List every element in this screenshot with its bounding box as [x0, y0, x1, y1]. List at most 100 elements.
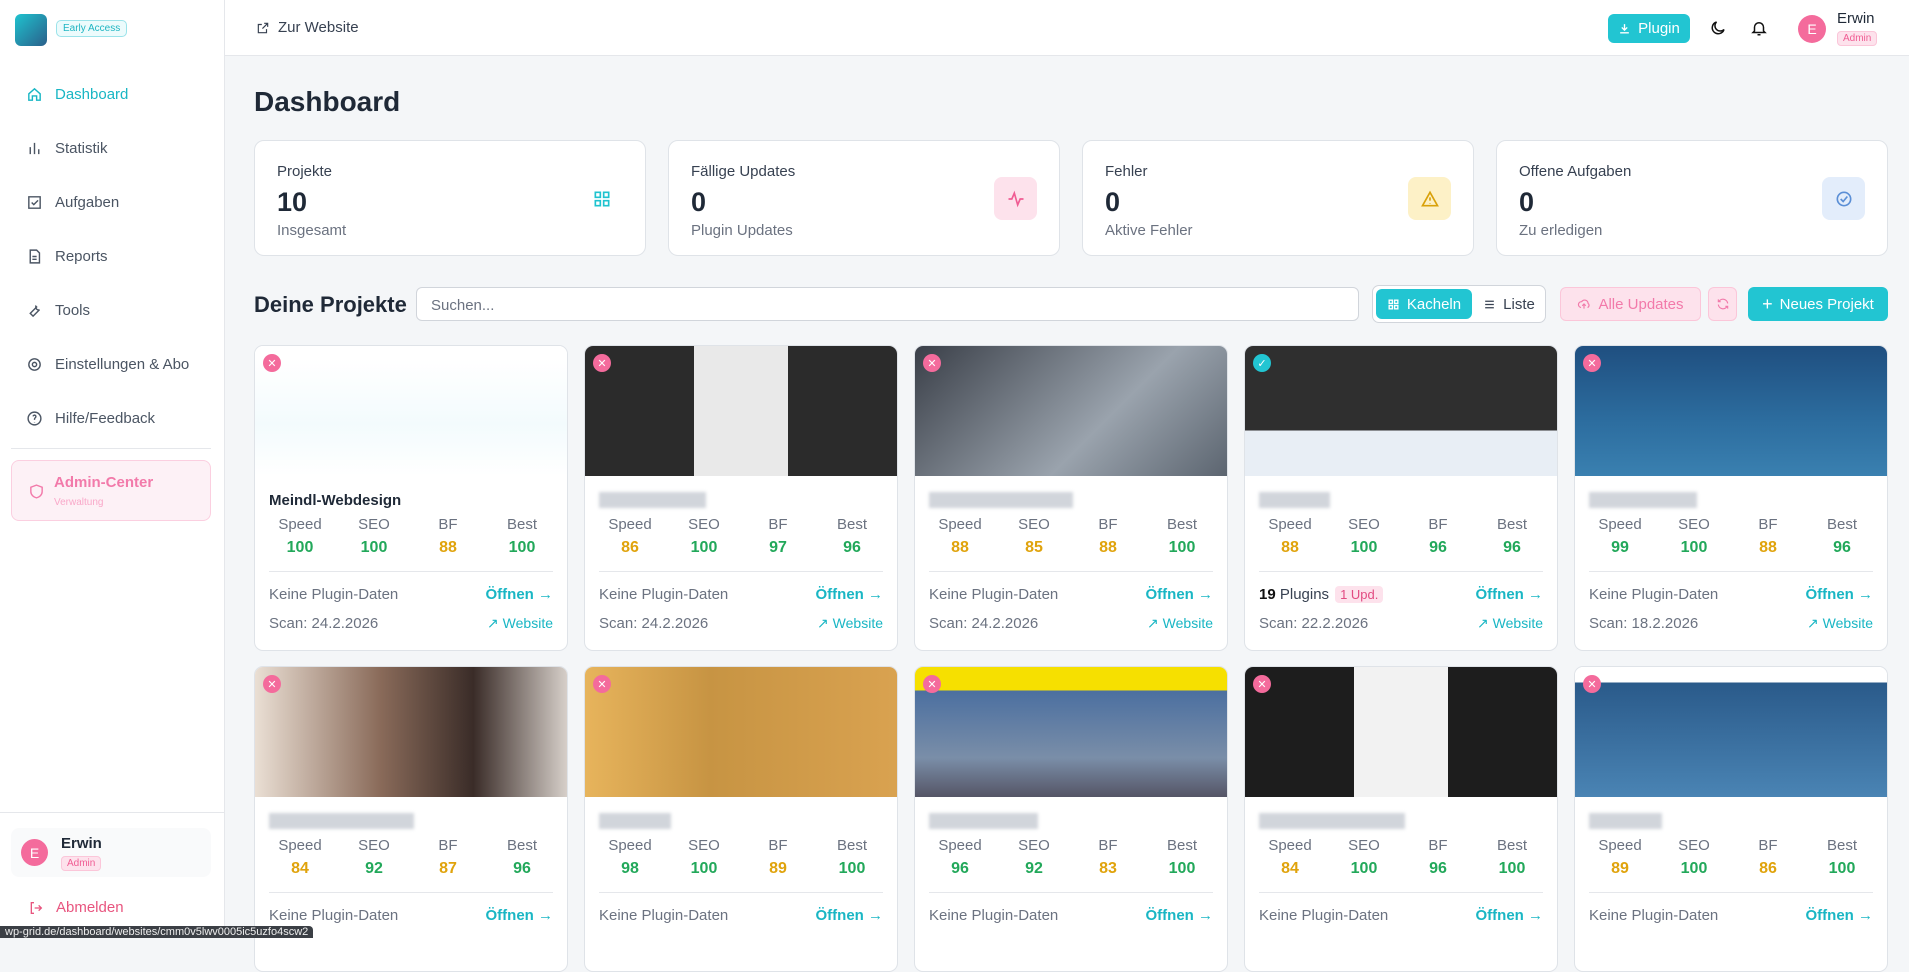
metric-label: Speed [608, 516, 652, 533]
metric: Speed 88 [1253, 516, 1327, 557]
project-card[interactable]: ✕ Speed 86 SEO 100 BF 97 Best 96 Keine Plugin-D… [584, 345, 898, 651]
metric-value: 86 [621, 539, 639, 556]
view-toggle: Kacheln Liste [1372, 285, 1546, 323]
project-card[interactable]: ✕ Speed 88 SEO 85 BF 88 Best 100 Keine Plugin-D… [914, 345, 1228, 651]
no-plugins: Keine Plugin-Daten [929, 907, 1059, 924]
project-card[interactable]: ✕ Speed 96 SEO 92 BF 83 Best 100 Keine Plugin-D… [914, 666, 1228, 972]
user-box[interactable]: E Erwin Admin [11, 828, 211, 877]
metric: BF 97 [741, 516, 815, 557]
website-link[interactable]: ↗ Website [1147, 615, 1213, 631]
tiles-button[interactable]: Kacheln [1376, 289, 1472, 319]
metric-label: BF [1428, 516, 1448, 533]
new-project-button[interactable]: + Neues Projekt [1748, 287, 1888, 321]
metric-label: BF [1758, 516, 1778, 533]
metric-value: 87 [439, 860, 457, 877]
divider [1259, 892, 1543, 893]
avatar[interactable]: E [1798, 15, 1826, 43]
metric: BF 88 [1731, 516, 1805, 557]
metric-label: SEO [1348, 516, 1380, 533]
open-link[interactable]: Öffnen → [815, 586, 884, 603]
theme-toggle[interactable] [1709, 19, 1727, 37]
metric: Best 96 [1805, 516, 1879, 557]
nav-item[interactable]: Dashboard [14, 74, 211, 114]
metric-label: Speed [1598, 516, 1642, 533]
project-card[interactable]: ✕ Speed 84 SEO 92 BF 87 Best 96 Keine Plugin-Da… [254, 666, 568, 972]
project-card[interactable]: ✕ Speed 99 SEO 100 BF 88 Best 96 Keine Plugin-D… [1574, 345, 1888, 651]
thumbnail: ✕ [255, 667, 567, 797]
thumbnail: ✕ [1245, 667, 1557, 797]
project-card[interactable]: ✕ Speed 89 SEO 100 BF 86 Best 100 Keine Plugin-… [1574, 666, 1888, 972]
nav-icon [28, 195, 41, 209]
project-card[interactable]: ✕ Speed 84 SEO 100 BF 96 Best 100 Keine Plugin-… [1244, 666, 1558, 972]
list-button[interactable]: Liste [1475, 289, 1543, 319]
project-card[interactable]: ✕ Meindl-Webdesign Speed 100 SEO 100 BF 88 Bes… [254, 345, 568, 651]
project-card[interactable]: ✕ Speed 98 SEO 100 BF 89 Best 100 Keine Plugin-… [584, 666, 898, 972]
no-plugins: Keine Plugin-Daten [1589, 586, 1719, 603]
metric: Best 100 [1145, 837, 1219, 878]
notifications[interactable] [1750, 19, 1768, 37]
nav-item[interactable]: Einstellungen & Abo [14, 344, 211, 384]
open-link[interactable]: Öffnen → [1145, 907, 1214, 924]
website-link-label: Zur Website [278, 19, 359, 36]
metric: BF 96 [1401, 516, 1475, 557]
metric-value: 89 [769, 860, 787, 877]
metric: Best 100 [815, 837, 889, 878]
metric-value: 100 [508, 539, 536, 556]
open-link[interactable]: Öffnen → [815, 907, 884, 924]
status-ok: ✓ [1253, 354, 1271, 372]
plugin-label: Plugins [1279, 586, 1330, 603]
status-error: ✕ [1583, 354, 1601, 372]
name-row [1259, 492, 1543, 512]
stat-icon [994, 177, 1037, 220]
user-name: Erwin [61, 835, 102, 852]
open-link[interactable]: Öffnen → [485, 586, 554, 603]
blurred-name [929, 813, 1038, 829]
divider [599, 571, 883, 572]
website-link[interactable]: ↗ Website [487, 615, 553, 631]
admin-subtitle: Verwaltung [54, 497, 104, 508]
icon [1008, 190, 1023, 207]
open-link[interactable]: Öffnen → [1805, 907, 1874, 924]
logo[interactable] [15, 14, 47, 46]
nav-item[interactable]: Reports [14, 236, 211, 276]
admin-center[interactable]: Admin-Center Verwaltung [11, 460, 211, 521]
stat-label: Fehler [1105, 163, 1148, 180]
no-plugins: Keine Plugin-Daten [269, 907, 399, 924]
open-link[interactable]: Öffnen → [1475, 586, 1544, 603]
open-link[interactable]: Öffnen → [1805, 586, 1874, 603]
blurred-name [599, 492, 706, 508]
nav-item[interactable]: Statistik [14, 128, 211, 168]
metric: SEO 85 [997, 516, 1071, 557]
open-link[interactable]: Öffnen → [485, 907, 554, 924]
website-link[interactable]: ↗ Website [1807, 615, 1873, 631]
metric-value: 88 [1281, 539, 1299, 556]
website-link[interactable]: ↗ Website [817, 615, 883, 631]
no-plugins: Keine Plugin-Daten [599, 907, 729, 924]
nav-icon [28, 357, 41, 371]
card-actions: Keine Plugin-Daten Öffnen → [269, 586, 553, 603]
stat-icon [1408, 177, 1451, 220]
metric-value: 86 [1759, 860, 1777, 877]
nav-item[interactable]: Aufgaben [14, 182, 211, 222]
logout[interactable]: Abmelden [28, 899, 124, 916]
metric-value: 100 [838, 860, 866, 877]
refresh-button[interactable] [1708, 287, 1737, 321]
open-link[interactable]: Öffnen → [1145, 586, 1214, 603]
metric-label: Speed [278, 516, 322, 533]
nav-item[interactable]: Hilfe/Feedback [14, 398, 211, 438]
metric-label: Speed [1268, 516, 1312, 533]
page-title: Dashboard [254, 86, 401, 117]
search-input[interactable]: Suchen... [416, 287, 1359, 321]
list-icon [1485, 300, 1494, 308]
project-card[interactable]: ✓ Speed 88 SEO 100 BF 96 Best 96 19 Plugins 1 Up… [1244, 345, 1558, 651]
website-link[interactable]: ↗ Website [1477, 615, 1543, 631]
open-link[interactable]: Öffnen → [1475, 907, 1544, 924]
metric-label: SEO [1348, 837, 1380, 854]
card-actions: Keine Plugin-Daten Öffnen → [929, 907, 1213, 924]
divider [929, 892, 1213, 893]
all-updates-button[interactable]: Alle Updates [1560, 287, 1701, 321]
website-link[interactable]: Zur Website [256, 19, 359, 36]
plugin-button[interactable]: Plugin [1608, 14, 1690, 43]
nav-item[interactable]: Tools [14, 290, 211, 330]
metric-value: 100 [1680, 539, 1708, 556]
